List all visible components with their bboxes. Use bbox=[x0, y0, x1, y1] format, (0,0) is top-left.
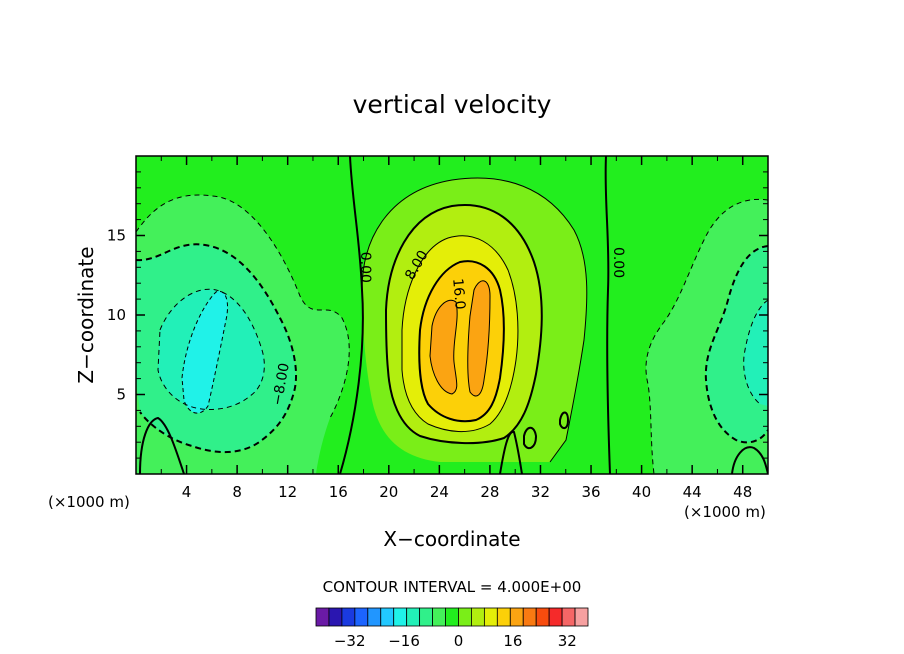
x-unit-right: (×1000 m) bbox=[684, 503, 766, 521]
colorbar-box-16 bbox=[522, 607, 537, 627]
contour-zero-bottom-right bbox=[731, 446, 768, 474]
colorbar-box-8 bbox=[419, 607, 433, 627]
colorbar-tick-label-1: −16 bbox=[388, 632, 420, 650]
contour-zero-left bbox=[339, 156, 364, 474]
contour-zero-small-loop-a bbox=[523, 426, 538, 450]
x-tick-label-3: 16 bbox=[329, 483, 348, 501]
colorbar-box-10 bbox=[445, 607, 459, 627]
contour-label-3: 0.00 bbox=[610, 247, 626, 278]
colorbar-box-9 bbox=[432, 607, 446, 627]
x-tick-label-9: 40 bbox=[632, 483, 651, 501]
colorbar-box-7 bbox=[406, 607, 421, 627]
colorbar-box-2 bbox=[341, 607, 356, 627]
chart-title: vertical velocity bbox=[353, 90, 552, 119]
colorbar-box-3 bbox=[354, 607, 369, 627]
contour-minus4-right bbox=[645, 198, 768, 474]
contour-zero-small-loop-b bbox=[559, 411, 570, 430]
contour-label-0: 0.00 bbox=[357, 252, 373, 283]
contour-plus12 bbox=[401, 235, 519, 433]
x-unit-left: (×1000 m) bbox=[48, 493, 130, 511]
colorbar-tick-label-0: −32 bbox=[334, 632, 366, 650]
x-tick-label-2: 12 bbox=[278, 483, 297, 501]
region-right-minus12 bbox=[743, 300, 768, 406]
contour-label-2: 16.0 bbox=[449, 278, 468, 310]
region-plus20-b bbox=[467, 280, 490, 396]
colorbar-box-20 bbox=[574, 607, 589, 627]
x-tick-label-4: 20 bbox=[379, 483, 398, 501]
colorbar-tick-label-4: 32 bbox=[558, 632, 577, 650]
contour-label-4: −8.00 bbox=[270, 362, 293, 407]
contour-lines bbox=[136, 156, 768, 474]
contour-minus8-right bbox=[704, 245, 768, 444]
colorbar-tick-label-2: 0 bbox=[454, 632, 464, 650]
y-tick-label-2: 15 bbox=[107, 227, 126, 245]
contour-zero-right bbox=[604, 156, 611, 474]
colorbar-box-5 bbox=[380, 607, 395, 627]
colorbar-box-19 bbox=[561, 607, 576, 627]
colorbar-box-1 bbox=[328, 607, 343, 627]
region-plus20-a bbox=[430, 300, 458, 394]
contour-plus20-b bbox=[467, 280, 491, 397]
colorbar-tick-label-3: 16 bbox=[503, 632, 522, 650]
contour-minus12-right bbox=[743, 299, 768, 405]
colorbar-box-0 bbox=[315, 607, 330, 627]
x-tick-label-11: 48 bbox=[733, 483, 752, 501]
contour-interval-text: CONTOUR INTERVAL = 4.000E+00 bbox=[323, 578, 582, 596]
contour-plus4 bbox=[361, 177, 588, 463]
x-tick-label-7: 32 bbox=[531, 483, 550, 501]
x-tick-label-0: 4 bbox=[182, 483, 192, 501]
contour-plus20-a bbox=[429, 299, 458, 395]
contour-minus12-left bbox=[157, 288, 265, 410]
colorbar-box-11 bbox=[458, 607, 472, 627]
x-tick-label-1: 8 bbox=[232, 483, 242, 501]
x-tick-label-10: 44 bbox=[683, 483, 702, 501]
colorbar-box-13 bbox=[483, 607, 498, 627]
y-tick-label-1: 10 bbox=[107, 306, 126, 324]
colorbar-box-4 bbox=[367, 607, 382, 627]
contour-minus16-left bbox=[181, 290, 229, 414]
colorbar-box-17 bbox=[535, 607, 550, 627]
x-axis-label: X−coordinate bbox=[383, 527, 520, 551]
y-tick-label-0: 5 bbox=[116, 386, 126, 404]
x-tick-label-5: 24 bbox=[430, 483, 449, 501]
x-tick-label-6: 28 bbox=[480, 483, 499, 501]
contour-zero-bottom-left bbox=[139, 416, 185, 474]
contour-plus16 bbox=[418, 260, 505, 423]
contour-plus8 bbox=[384, 204, 543, 445]
colorbar-box-12 bbox=[471, 607, 485, 627]
contour-zero-bottom-mid bbox=[499, 431, 523, 474]
colorbar-box-14 bbox=[496, 607, 511, 627]
contour-minus8-left bbox=[136, 243, 298, 454]
colorbar: −32 −16 0 16 32 bbox=[315, 607, 589, 650]
colorbar-box-15 bbox=[509, 607, 524, 627]
region-left-minus16 bbox=[182, 291, 228, 414]
x-tick-label-8: 36 bbox=[581, 483, 600, 501]
contour-minus4-left bbox=[136, 194, 350, 419]
colorbar-box-18 bbox=[548, 607, 563, 627]
y-axis-label: Z−coordinate bbox=[74, 246, 98, 383]
colorbar-box-6 bbox=[393, 607, 408, 627]
